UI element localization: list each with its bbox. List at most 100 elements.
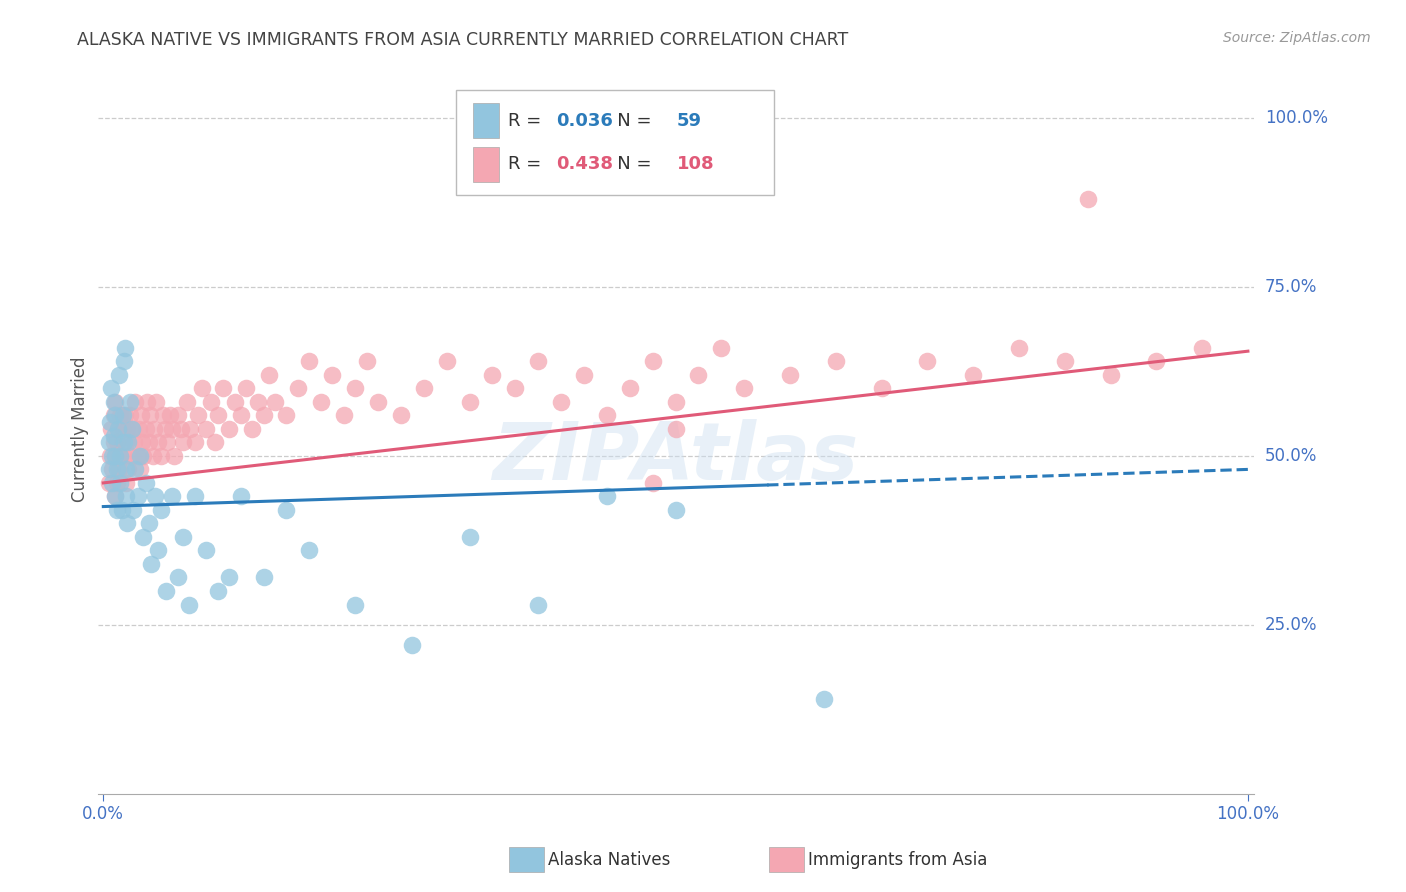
Point	[132, 530, 155, 544]
Point	[246, 394, 269, 409]
Point	[641, 475, 664, 490]
Point	[207, 584, 229, 599]
Text: R =: R =	[508, 112, 547, 130]
Point	[184, 435, 207, 450]
Point	[139, 409, 162, 423]
Point	[401, 638, 423, 652]
Point	[200, 394, 222, 409]
Point	[332, 409, 354, 423]
Point	[117, 422, 139, 436]
Point	[458, 394, 481, 409]
Point	[156, 435, 179, 450]
Text: Alaska Natives: Alaska Natives	[548, 851, 671, 869]
Point	[1077, 192, 1099, 206]
Point	[145, 394, 167, 409]
Text: 0.036: 0.036	[557, 112, 613, 130]
Point	[688, 368, 710, 382]
Point	[103, 409, 125, 423]
Text: 25.0%: 25.0%	[1265, 615, 1317, 634]
Point	[159, 409, 181, 423]
Point	[142, 422, 165, 436]
Point	[118, 409, 141, 423]
Point	[641, 354, 664, 368]
Point	[129, 462, 152, 476]
Point	[733, 381, 755, 395]
Point	[458, 530, 481, 544]
Point	[1099, 368, 1122, 382]
Point	[112, 354, 135, 368]
Point	[252, 570, 274, 584]
Text: ZIPAtlas: ZIPAtlas	[492, 419, 859, 497]
Point	[132, 449, 155, 463]
Point	[779, 368, 801, 382]
Point	[195, 543, 218, 558]
Point	[298, 543, 321, 558]
Point	[665, 394, 688, 409]
Point	[124, 462, 146, 476]
Point	[121, 422, 143, 436]
Point	[276, 409, 298, 423]
Point	[138, 435, 160, 450]
Point	[98, 462, 121, 476]
Point	[710, 341, 733, 355]
Bar	[474, 146, 499, 182]
Point	[131, 435, 153, 450]
Point	[160, 490, 183, 504]
Point	[115, 490, 138, 504]
Point	[120, 449, 142, 463]
Point	[111, 422, 134, 436]
Point	[117, 462, 139, 476]
Point	[129, 449, 152, 463]
Point	[114, 341, 136, 355]
Point	[298, 354, 321, 368]
Point	[143, 490, 166, 504]
Point	[309, 394, 332, 409]
Point	[155, 584, 177, 599]
Point	[276, 503, 298, 517]
Point	[166, 409, 188, 423]
Point	[101, 475, 124, 490]
Point	[110, 475, 132, 490]
Point	[264, 394, 287, 409]
Text: Source: ZipAtlas.com: Source: ZipAtlas.com	[1223, 31, 1371, 45]
Point	[98, 435, 121, 450]
Point	[115, 462, 138, 476]
Point	[1053, 354, 1076, 368]
Point	[118, 394, 141, 409]
Point	[135, 394, 157, 409]
Point	[619, 381, 641, 395]
Point	[100, 422, 122, 436]
Point	[572, 368, 595, 382]
Point	[101, 449, 124, 463]
Point	[813, 692, 835, 706]
Point	[104, 449, 127, 463]
Bar	[474, 103, 499, 138]
Point	[114, 409, 136, 423]
Point	[596, 409, 619, 423]
Text: R =: R =	[508, 155, 547, 173]
Point	[104, 409, 127, 423]
Point	[505, 381, 527, 395]
Point	[212, 381, 235, 395]
Point	[259, 368, 281, 382]
Point	[1008, 341, 1031, 355]
Point	[344, 598, 367, 612]
Point	[110, 409, 132, 423]
Point	[218, 570, 240, 584]
Point	[321, 368, 343, 382]
Point	[138, 516, 160, 531]
Point	[160, 422, 183, 436]
Point	[108, 462, 131, 476]
Point	[101, 462, 124, 476]
Point	[152, 409, 174, 423]
Point	[235, 381, 257, 395]
Point	[110, 503, 132, 517]
Point	[153, 422, 176, 436]
Point	[481, 368, 503, 382]
Point	[115, 435, 138, 450]
Point	[344, 381, 367, 395]
Point	[962, 368, 984, 382]
Text: ALASKA NATIVE VS IMMIGRANTS FROM ASIA CURRENTLY MARRIED CORRELATION CHART: ALASKA NATIVE VS IMMIGRANTS FROM ASIA CU…	[77, 31, 849, 49]
Point	[550, 394, 572, 409]
Point	[207, 409, 229, 423]
